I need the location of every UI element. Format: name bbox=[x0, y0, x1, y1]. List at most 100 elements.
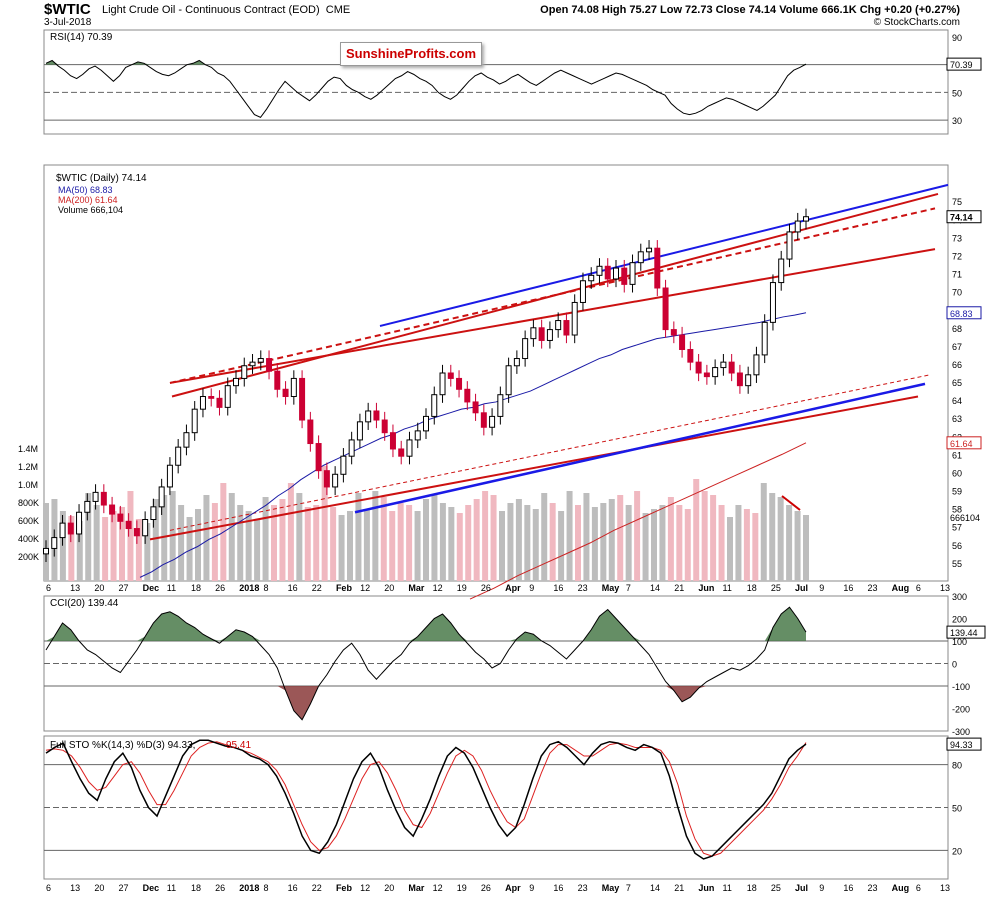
volume-bar bbox=[575, 505, 581, 581]
x-axis-label: 14 bbox=[650, 583, 660, 593]
volume-bar bbox=[85, 493, 92, 581]
candle-body bbox=[406, 439, 413, 457]
candle-body bbox=[654, 247, 661, 289]
volume-bar bbox=[507, 503, 514, 581]
volume-bar bbox=[102, 517, 109, 581]
volume-bar bbox=[651, 509, 657, 581]
volume-bar bbox=[127, 491, 134, 581]
candle-body bbox=[109, 504, 116, 515]
close-last: 74.14 bbox=[950, 213, 973, 223]
price-tick: 65 bbox=[952, 378, 962, 388]
volume-bar bbox=[68, 516, 75, 581]
candle-body bbox=[629, 262, 636, 285]
ma200-last: 61.64 bbox=[950, 439, 973, 449]
candle-body bbox=[778, 258, 785, 284]
rsi-overbought-fill bbox=[46, 60, 806, 65]
candle-body bbox=[43, 547, 49, 555]
candle-body bbox=[439, 372, 446, 396]
volume-bar bbox=[642, 513, 649, 581]
volume-down-arrow bbox=[781, 495, 801, 511]
volume-bar bbox=[389, 511, 396, 581]
candle-body bbox=[497, 394, 504, 417]
volume-last-value: 666104 bbox=[950, 513, 980, 523]
price-tick: 75 bbox=[952, 197, 962, 207]
volume-bar bbox=[803, 515, 809, 581]
cci-tick: 0 bbox=[952, 660, 957, 670]
x-axis-label: 20 bbox=[384, 583, 394, 593]
x-axis-label: 16 bbox=[288, 583, 298, 593]
candle-body bbox=[307, 419, 314, 445]
volume-bar bbox=[752, 513, 759, 581]
candle-body bbox=[199, 396, 206, 410]
volume-bar bbox=[625, 505, 632, 581]
candle-body bbox=[621, 267, 628, 285]
rsi-line bbox=[45, 59, 807, 118]
cci-tick: 200 bbox=[952, 615, 967, 625]
volume-bar bbox=[423, 499, 429, 581]
volume-bar bbox=[237, 505, 244, 581]
cci-last-value: 139.44 bbox=[950, 628, 978, 638]
x-axis-label: 23 bbox=[578, 583, 588, 593]
x-axis-label-bottom: 2018 bbox=[239, 883, 259, 893]
price-tick: 57 bbox=[952, 523, 962, 533]
x-axis-label: 26 bbox=[215, 583, 225, 593]
candle-body bbox=[59, 522, 66, 539]
x-axis-label: 11 bbox=[167, 583, 176, 593]
x-axis-label: 2018 bbox=[239, 583, 259, 593]
upper-blue-channel bbox=[379, 183, 949, 327]
volume-bar bbox=[76, 521, 83, 581]
volume-bar bbox=[701, 491, 708, 581]
volume-bar bbox=[59, 511, 66, 581]
sto-title-d: 95.41 bbox=[226, 740, 251, 751]
x-axis-label-bottom: 18 bbox=[747, 883, 757, 893]
candle-body bbox=[712, 367, 719, 378]
cci-tick: -100 bbox=[952, 682, 970, 692]
x-axis-label-bottom: 7 bbox=[626, 883, 631, 893]
lower-red-channel bbox=[149, 395, 919, 541]
volume-bar bbox=[321, 466, 328, 581]
candle-body bbox=[571, 301, 578, 336]
volume-bar bbox=[195, 509, 201, 581]
x-axis-label: 12 bbox=[433, 583, 443, 593]
candle-body bbox=[233, 377, 239, 387]
candle-body bbox=[646, 247, 653, 253]
cci-tick: 100 bbox=[952, 637, 967, 647]
volume-bar bbox=[110, 511, 117, 581]
x-axis-label-bottom: 11 bbox=[723, 883, 732, 893]
candle-body bbox=[142, 519, 149, 537]
price-tick: 58 bbox=[952, 505, 962, 515]
legend-ma50: MA(50) 68.83 bbox=[58, 185, 113, 195]
volume-bar bbox=[515, 499, 522, 581]
x-axis-label-bottom: 6 bbox=[916, 883, 921, 893]
x-axis-label-bottom: Aug bbox=[892, 883, 910, 893]
x-axis-label-bottom: 11 bbox=[167, 883, 176, 893]
cci-line bbox=[45, 606, 807, 721]
candle-body bbox=[373, 410, 380, 421]
volume-bar bbox=[727, 517, 733, 581]
sto-title-k: Full STO %K(14,3) %D(3) 94.33, bbox=[50, 740, 195, 751]
x-axis-label-bottom: 12 bbox=[433, 883, 443, 893]
candle-body bbox=[662, 287, 669, 331]
x-axis-label: 11 bbox=[723, 583, 732, 593]
volume-bar bbox=[414, 511, 421, 581]
volume-bar bbox=[456, 513, 463, 581]
rsi-last-value: 70.39 bbox=[950, 60, 973, 70]
x-axis-label: Mar bbox=[408, 583, 425, 593]
x-axis-label-bottom: Apr bbox=[505, 883, 521, 893]
volume-tick: 200K bbox=[18, 552, 39, 562]
x-axis-label-bottom: 26 bbox=[215, 883, 225, 893]
candle-body bbox=[158, 486, 165, 508]
x-axis-label-bottom: 18 bbox=[191, 883, 201, 893]
volume-bar bbox=[482, 491, 489, 581]
rsi-tick: 90 bbox=[952, 33, 962, 43]
volume-tick: 600K bbox=[18, 516, 39, 526]
candle-body bbox=[290, 377, 297, 398]
x-axis-label: 13 bbox=[940, 583, 950, 593]
x-axis-label: 23 bbox=[868, 583, 878, 593]
candle-body bbox=[670, 329, 677, 336]
x-axis-label-bottom: May bbox=[602, 883, 620, 893]
volume-tick: 1.0M bbox=[18, 480, 38, 490]
volume-bar bbox=[591, 507, 598, 581]
price-tick: 72 bbox=[952, 251, 962, 261]
